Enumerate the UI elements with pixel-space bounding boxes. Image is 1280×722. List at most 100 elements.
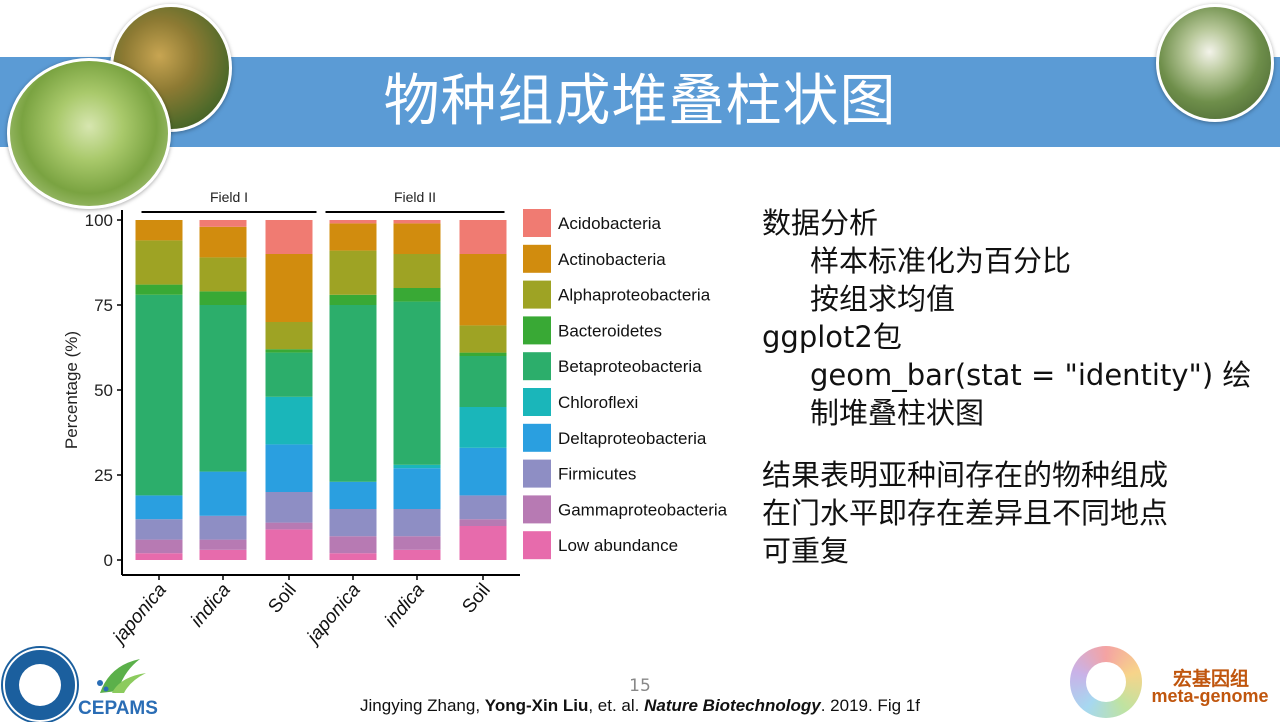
- bar-segment: [199, 305, 247, 472]
- bar-segment: [199, 549, 247, 560]
- bar-segment: [393, 464, 441, 469]
- metagenome-cn: 宏基因组: [1172, 668, 1249, 690]
- bar-segment: [199, 220, 247, 227]
- bar-segment: [199, 515, 247, 540]
- bar-segment: [265, 529, 313, 560]
- bar-segment: [393, 220, 441, 224]
- bar-segment: [393, 536, 441, 550]
- cepams-logo-text: CEPAMS: [78, 698, 158, 719]
- legend-swatch: [523, 495, 551, 524]
- legend-swatch: [523, 244, 551, 273]
- legend-swatch: [523, 316, 551, 345]
- x-tick-label: japonica: [301, 580, 365, 650]
- legend-label: Betaproteobacteria: [558, 357, 702, 376]
- metagenome-logo-icon: [1070, 646, 1142, 718]
- y-axis-label: Percentage (%): [62, 331, 81, 449]
- bar-segment: [199, 226, 247, 258]
- legend-label: Deltaproteobacteria: [558, 429, 707, 448]
- bar-segment: [329, 553, 377, 560]
- x-tick-label: indica: [381, 580, 429, 632]
- note-line: ggplot2包: [762, 320, 902, 354]
- bar-segment: [199, 291, 247, 305]
- legend-swatch: [523, 459, 551, 488]
- bar-segment: [265, 322, 313, 350]
- legend-label: Actinobacteria: [558, 250, 666, 269]
- bar-segment: [265, 220, 313, 254]
- citation: Jingying Zhang, Yong-Xin Liu, et. al. Na…: [0, 696, 1280, 716]
- bar-segment: [199, 471, 247, 516]
- bar-segment: [135, 284, 183, 295]
- bar-segment: [135, 294, 183, 496]
- bar-segment: [135, 220, 183, 241]
- bar-segment: [199, 257, 247, 292]
- x-tick-label: japonica: [107, 580, 171, 650]
- bar-segment: [459, 356, 507, 407]
- bar-segment: [459, 447, 507, 496]
- bar-segment: [329, 220, 377, 224]
- bar-segment: [329, 294, 377, 305]
- bar-segment: [199, 539, 247, 550]
- y-tick-label: 75: [94, 296, 113, 315]
- bar-segment: [393, 549, 441, 560]
- facet-label: Field I: [210, 189, 248, 205]
- note-line: geom_bar(stat = "identity") 绘: [810, 358, 1252, 392]
- note-line: 制堆叠柱状图: [810, 396, 985, 430]
- university-logo: [3, 648, 77, 722]
- bar-segment: [265, 254, 313, 322]
- citation-author-bold: Yong-Xin Liu: [484, 696, 589, 715]
- bar-segment: [459, 407, 507, 448]
- citation-etal: , et. al.: [588, 696, 645, 715]
- bar-segment: [135, 553, 183, 560]
- cepams-leaf-icon: [97, 659, 146, 693]
- note-line: 样本标准化为百分比: [810, 244, 1072, 278]
- bar-segment: [329, 509, 377, 537]
- bar-segment: [265, 522, 313, 530]
- stacked-bar-chart: 0 25 50 75 100 Percentage (%) Field I Field II j…: [62, 189, 728, 650]
- legend-swatch: [523, 209, 551, 237]
- citation-authors: Jingying Zhang,: [360, 696, 485, 715]
- legend-label: Bacteroidetes: [558, 321, 662, 340]
- legend-label: Chloroflexi: [558, 393, 638, 412]
- note-line: 可重复: [762, 534, 850, 568]
- note-line: 数据分析: [762, 206, 879, 240]
- legend-swatch: [523, 423, 551, 452]
- x-tick-label: Soil: [458, 580, 494, 618]
- bar-segment: [329, 250, 377, 295]
- note-line: 在门水平即存在差异且不同地点: [762, 496, 1169, 530]
- page-number: 15: [629, 676, 651, 696]
- legend-label: Low abundance: [558, 536, 678, 555]
- bar-segment: [393, 301, 441, 465]
- bar-segment: [459, 519, 507, 526]
- citation-journal: Nature Biotechnology: [644, 696, 821, 715]
- legend-swatch: [523, 531, 551, 560]
- legend-swatch: [523, 388, 551, 416]
- bar-segment: [329, 223, 377, 251]
- bar-segment: [135, 240, 183, 285]
- flower-photo: [1156, 4, 1274, 122]
- citation-suffix: . 2019. Fig 1f: [820, 696, 920, 715]
- bar-segment: [265, 492, 313, 523]
- x-tick-label: Soil: [264, 580, 300, 618]
- bar-segment: [459, 352, 507, 356]
- note-line: 按组求均值: [810, 282, 956, 316]
- x-tick-label: indica: [187, 580, 235, 632]
- legend-swatch: [523, 280, 551, 309]
- note-line: 结果表明亚种间存在的物种组成: [762, 458, 1169, 492]
- y-tick-label: 0: [104, 551, 113, 570]
- bar-segment: [329, 481, 377, 509]
- slide-title: 物种组成堆叠柱状图: [383, 69, 897, 134]
- bar-segment: [459, 325, 507, 353]
- bar-segment: [265, 396, 313, 445]
- legend-swatch: [523, 352, 551, 381]
- bar-segment: [459, 254, 507, 326]
- bar-segment: [459, 526, 507, 560]
- bar-segment: [265, 444, 313, 492]
- legend-label: Alphaproteobacteria: [558, 286, 711, 305]
- legend-label: Firmicutes: [558, 465, 636, 484]
- bar-segment: [393, 509, 441, 537]
- bar-segment: [459, 495, 507, 520]
- y-tick-label: 100: [85, 211, 113, 230]
- bar-segment: [135, 495, 183, 520]
- bar-segment: [393, 468, 441, 509]
- y-tick-label: 50: [94, 381, 113, 400]
